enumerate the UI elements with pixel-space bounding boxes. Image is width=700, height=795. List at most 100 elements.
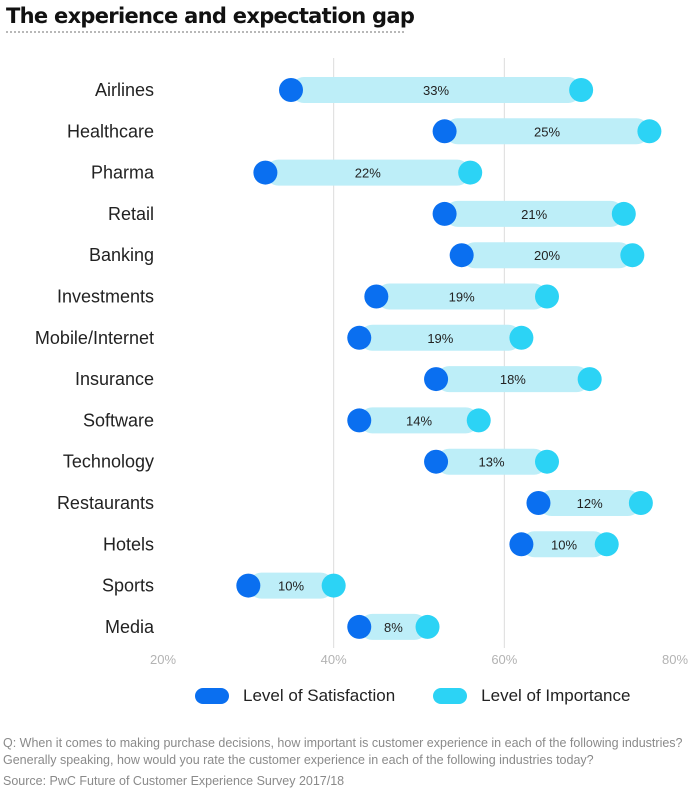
gap-bar xyxy=(538,490,641,516)
category-label: Software xyxy=(83,410,154,430)
gap-bar xyxy=(291,77,582,103)
importance-dot xyxy=(577,367,602,392)
category-label: Airlines xyxy=(95,80,154,100)
importance-dot xyxy=(620,243,645,268)
gap-bar xyxy=(436,366,590,393)
row-banking: Banking 20% xyxy=(89,242,645,269)
category-label: Mobile/Internet xyxy=(35,328,154,348)
legend-swatch-satisfaction xyxy=(195,688,229,704)
legend-item-satisfaction: Level of Satisfaction xyxy=(195,686,395,706)
satisfaction-dot xyxy=(509,532,534,557)
satisfaction-dot xyxy=(432,201,457,226)
x-tick-label: 20% xyxy=(150,652,176,667)
title-dotted-rule xyxy=(6,31,404,33)
importance-dot xyxy=(594,532,619,557)
x-tick-label: 80% xyxy=(662,652,688,667)
importance-dot xyxy=(466,408,491,433)
legend-swatch-importance xyxy=(433,688,468,704)
x-tick-label: 60% xyxy=(491,652,517,667)
gap-value-label: 33% xyxy=(423,83,449,98)
gap-bar xyxy=(248,572,334,599)
gap-bar xyxy=(359,324,522,351)
gap-value-label: 12% xyxy=(577,496,603,511)
x-axis-ticks: 20% 40% 60% 80% xyxy=(150,652,688,667)
survey-question-footnote: Q: When it comes to making purchase deci… xyxy=(3,736,683,767)
gap-value-label: 10% xyxy=(278,579,304,594)
gap-value-label: 20% xyxy=(534,248,560,263)
satisfaction-dot xyxy=(347,325,372,350)
legend: Level of Satisfaction Level of Importanc… xyxy=(195,686,668,706)
importance-dot xyxy=(415,614,440,639)
importance-dot xyxy=(569,78,594,102)
row-software: Software 14% xyxy=(83,407,491,434)
row-healthcare: Healthcare 25% xyxy=(67,118,662,145)
category-label: Technology xyxy=(63,452,154,472)
importance-dot xyxy=(321,573,346,598)
satisfaction-dot xyxy=(432,119,457,144)
importance-dot xyxy=(535,449,559,474)
satisfaction-dot xyxy=(347,408,372,433)
gap-bar xyxy=(521,531,607,558)
satisfaction-dot xyxy=(424,449,449,474)
row-investments: Investments 19% xyxy=(57,283,559,310)
gap-value-label: 8% xyxy=(384,620,403,635)
dumbbell-chart: Airlines 33% Healthcare 25% Pharma 22% Retail 2… xyxy=(35,58,688,667)
importance-dot xyxy=(509,325,534,350)
category-label: Sports xyxy=(102,576,154,596)
gap-bar xyxy=(444,118,650,145)
gap-bar xyxy=(444,200,624,227)
gap-value-label: 19% xyxy=(427,331,453,346)
importance-dot xyxy=(611,201,636,226)
gap-bar xyxy=(359,613,428,640)
row-insurance: Insurance 18% xyxy=(75,366,602,393)
row-sports: Sports 10% xyxy=(102,572,346,599)
category-label: Hotels xyxy=(103,534,154,554)
category-label: Banking xyxy=(89,245,154,265)
row-media: Media 8% xyxy=(105,613,440,640)
gap-value-label: 22% xyxy=(355,166,381,181)
satisfaction-dot xyxy=(526,491,551,515)
category-label: Pharma xyxy=(91,163,155,183)
gap-bar xyxy=(359,407,479,434)
gap-value-label: 21% xyxy=(521,207,547,222)
category-label: Insurance xyxy=(75,369,154,389)
category-label: Retail xyxy=(108,204,154,224)
row-airlines: Airlines 33% xyxy=(95,77,594,103)
importance-dot xyxy=(458,160,483,185)
legend-label-importance: Level of Importance xyxy=(481,686,631,705)
row-pharma: Pharma 22% xyxy=(91,159,483,186)
gap-value-label: 18% xyxy=(500,372,526,387)
legend-label-satisfaction: Level of Satisfaction xyxy=(243,686,396,705)
satisfaction-dot xyxy=(347,614,372,639)
gap-value-label: 10% xyxy=(551,537,577,552)
row-hotels: Hotels 10% xyxy=(103,531,619,558)
gap-bar xyxy=(265,159,471,186)
gap-value-label: 14% xyxy=(406,413,432,428)
importance-dot xyxy=(535,284,559,309)
satisfaction-dot xyxy=(449,243,474,268)
row-technology: Technology 13% xyxy=(63,448,559,475)
source-note: Source: PwC Future of Customer Experienc… xyxy=(3,774,345,788)
grid-layer xyxy=(333,58,505,648)
row-mobile-internet: Mobile/Internet 19% xyxy=(35,324,534,351)
category-label: Media xyxy=(105,617,155,637)
satisfaction-dot xyxy=(364,284,389,309)
gap-value-label: 25% xyxy=(534,124,560,139)
importance-dot xyxy=(637,119,662,144)
satisfaction-dot xyxy=(253,160,278,185)
importance-dot xyxy=(628,491,653,515)
row-restaurants: Restaurants 12% xyxy=(57,490,653,516)
rows-layer: Airlines 33% Healthcare 25% Pharma 22% Retail 2… xyxy=(35,77,662,640)
category-label: Healthcare xyxy=(67,121,154,141)
x-tick-label: 40% xyxy=(321,652,347,667)
gap-bar xyxy=(376,283,547,310)
category-label: Restaurants xyxy=(57,493,154,513)
chart-title: The experience and expectation gap xyxy=(6,4,415,28)
gap-value-label: 13% xyxy=(479,455,505,470)
gap-value-label: 19% xyxy=(449,290,475,305)
satisfaction-dot xyxy=(279,78,303,102)
satisfaction-dot xyxy=(236,573,261,598)
category-label: Investments xyxy=(57,287,154,307)
gap-bar xyxy=(436,448,547,475)
row-retail: Retail 21% xyxy=(108,200,636,227)
